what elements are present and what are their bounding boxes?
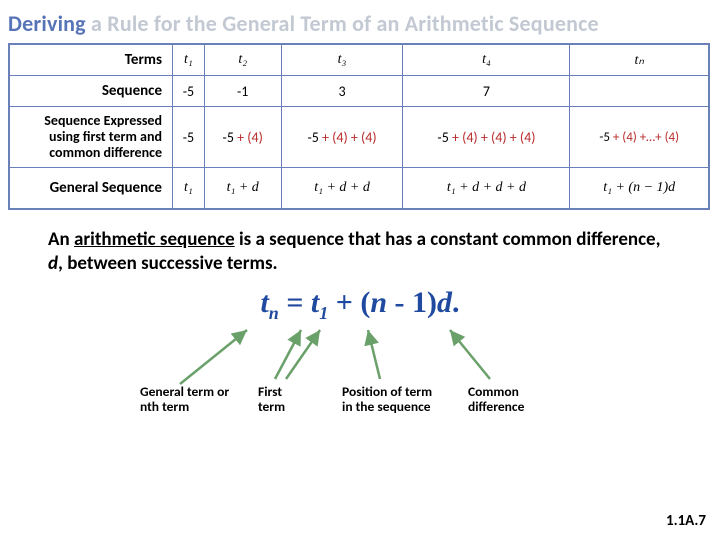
label-general-term: General term or nth term [140,384,230,415]
seq-val-1: -5 [173,76,205,107]
expr-2: -5 + (4) [204,107,281,168]
row-terms-label: Terms [9,44,173,76]
title-rest-gray: a Rule for the General Term of an Arithm… [86,10,599,37]
row-terms: Terms t₁ t₂ t₃ t₄ tₙ [9,44,709,76]
definition-text: An arithmetic sequence is a sequence tha… [0,210,720,280]
term-header-n: tₙ [570,44,709,76]
term-header-2: t₂ [204,44,281,76]
row-gen-label: General Sequence [9,168,173,210]
expr-3: -5 + (4) + (4) [281,107,403,168]
title-word-blue: Deriving [8,10,86,37]
arrow-position [368,330,380,379]
row-sequence: Sequence -5 -1 3 7 [9,76,709,107]
formula-wrap: tn = t1 + (n - 1)d. [0,286,720,324]
gen-3: t₁ + d + d [281,168,403,210]
expr-n: -5 + (4) +…+ (4) [570,107,709,168]
seq-val-3: 3 [281,76,403,107]
arrow-first-term-1 [275,330,301,379]
general-formula: tn = t1 + (n - 1)d. [260,286,459,324]
gen-2: t₁ + d [204,168,281,210]
gen-4: t₁ + d + d + d [403,168,570,210]
sequence-table: Terms t₁ t₂ t₃ t₄ tₙ Sequence -5 -1 3 7 … [8,43,710,210]
row-seq-label: Sequence [9,76,173,107]
label-position: Position of term in the sequence [342,384,442,415]
row-expr-label: Sequence Expressed using first term and … [9,107,173,168]
page-title: Deriving a Rule for the General Term of … [0,0,720,43]
slide-footer: 1.1A.7 [666,512,706,530]
expr-1: -5 [173,107,205,168]
row-general: General Sequence t₁ t₁ + d t₁ + d + d t₁… [9,168,709,210]
term-header-3: t₃ [281,44,403,76]
gen-1: t₁ [173,168,205,210]
seq-val-4: 7 [403,76,570,107]
seq-val-n [570,76,709,107]
arrow-first-term-2 [286,330,320,379]
arrow-general-term [180,330,247,384]
expr-4: -5 + (4) + (4) + (4) [403,107,570,168]
gen-n: t₁ + (n − 1)d [570,168,709,210]
row-expressed: Sequence Expressed using first term and … [9,107,709,168]
term-header-4: t₄ [403,44,570,76]
arrow-common-diff [450,330,490,379]
label-first-term: First term [258,384,308,415]
annotation-row: General term or nth term First term Posi… [0,324,720,444]
seq-val-2: -1 [204,76,281,107]
term-header-1: t₁ [173,44,205,76]
label-common-diff: Common difference [468,384,558,415]
